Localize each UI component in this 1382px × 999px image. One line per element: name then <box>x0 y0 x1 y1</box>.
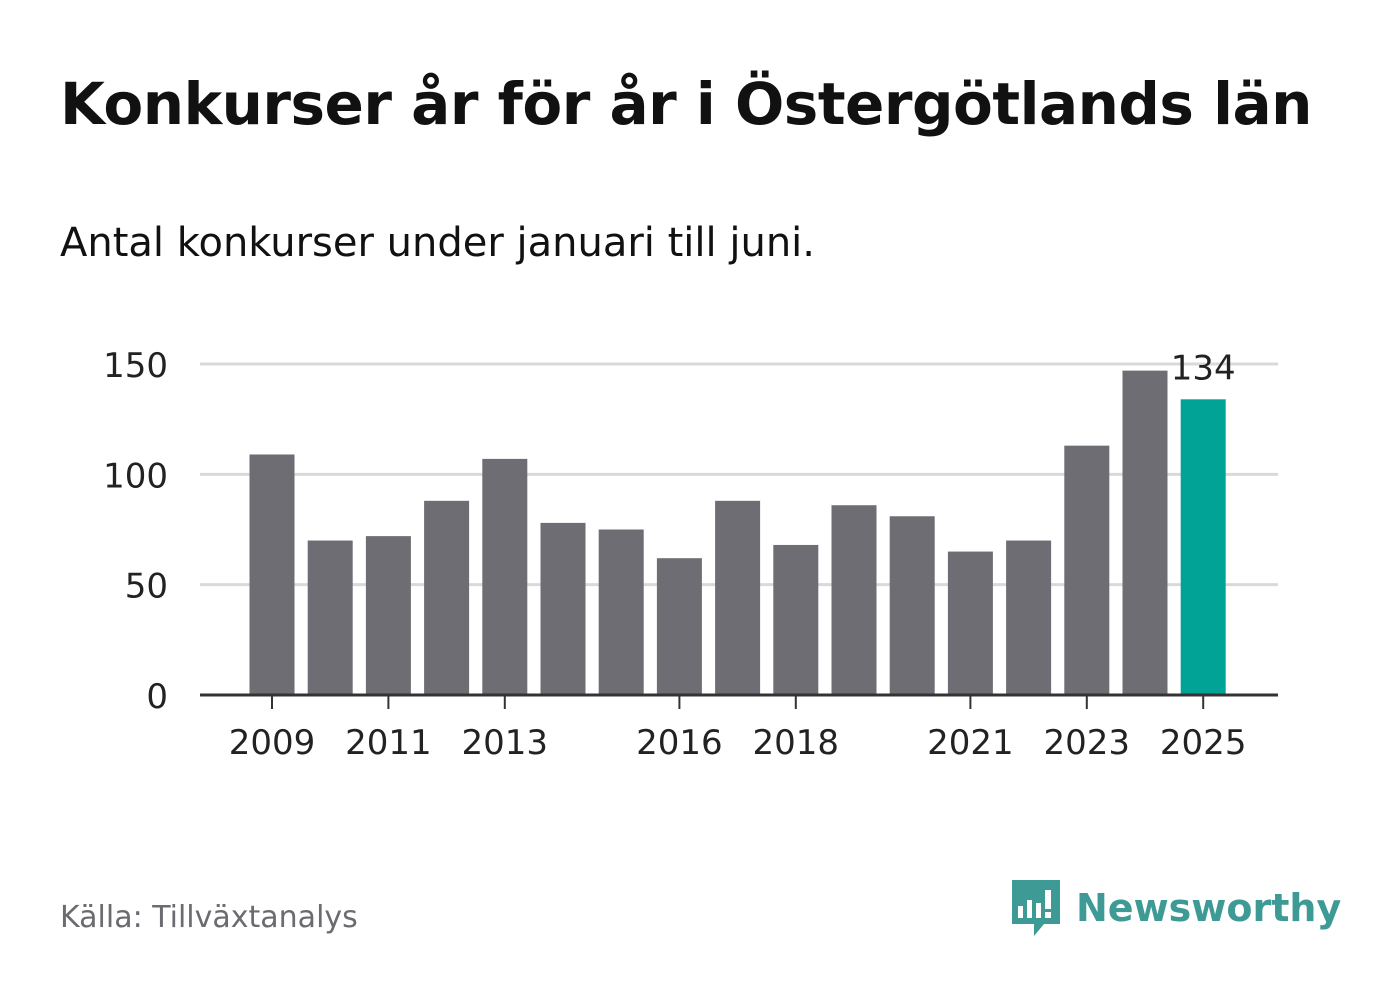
x-tick-label: 2011 <box>345 723 432 763</box>
bar <box>773 544 819 695</box>
bar <box>656 558 702 695</box>
bar <box>947 551 993 695</box>
y-tick-label: 150 <box>103 346 168 386</box>
y-tick-label: 0 <box>146 677 168 717</box>
newsworthy-logo: Newsworthy <box>1010 878 1341 938</box>
x-tick-label: 2009 <box>229 723 316 763</box>
chart-subtitle: Antal konkurser under januari till juni. <box>60 220 815 266</box>
axes <box>200 693 1278 709</box>
x-tick-label: 2023 <box>1044 723 1131 763</box>
bar-highlight <box>1180 399 1226 695</box>
data-label: 134 <box>1171 348 1236 388</box>
bar <box>1122 370 1168 695</box>
x-tick-label: 2018 <box>753 723 840 763</box>
bar <box>715 500 761 695</box>
labels: 0 50 100 150 2009 2011 2013 2016 2018 2021 2023 202… <box>103 346 1246 763</box>
bar <box>424 500 470 695</box>
bar <box>1006 540 1052 695</box>
y-tick-label: 50 <box>125 567 168 607</box>
bar <box>365 536 411 695</box>
chart-title: Konkurser år för år i Östergötlands län <box>60 70 1312 138</box>
bar <box>889 516 935 695</box>
x-tick-label: 2021 <box>927 723 1014 763</box>
bar <box>598 529 644 695</box>
bar <box>540 522 586 695</box>
logo-text: Newsworthy <box>1076 886 1342 930</box>
x-tick-label: 2016 <box>636 723 723 763</box>
y-tick-label: 100 <box>103 456 168 496</box>
bar <box>482 458 528 695</box>
bar <box>307 540 353 695</box>
bar <box>1064 445 1110 695</box>
x-tick-label: 2025 <box>1160 723 1247 763</box>
source-note: Källa: Tillväxtanalys <box>60 900 358 935</box>
x-tick-label: 2013 <box>462 723 549 763</box>
bar <box>249 454 295 695</box>
bars <box>249 370 1226 695</box>
newsworthy-logo-icon <box>1012 880 1060 936</box>
bar <box>831 505 877 695</box>
